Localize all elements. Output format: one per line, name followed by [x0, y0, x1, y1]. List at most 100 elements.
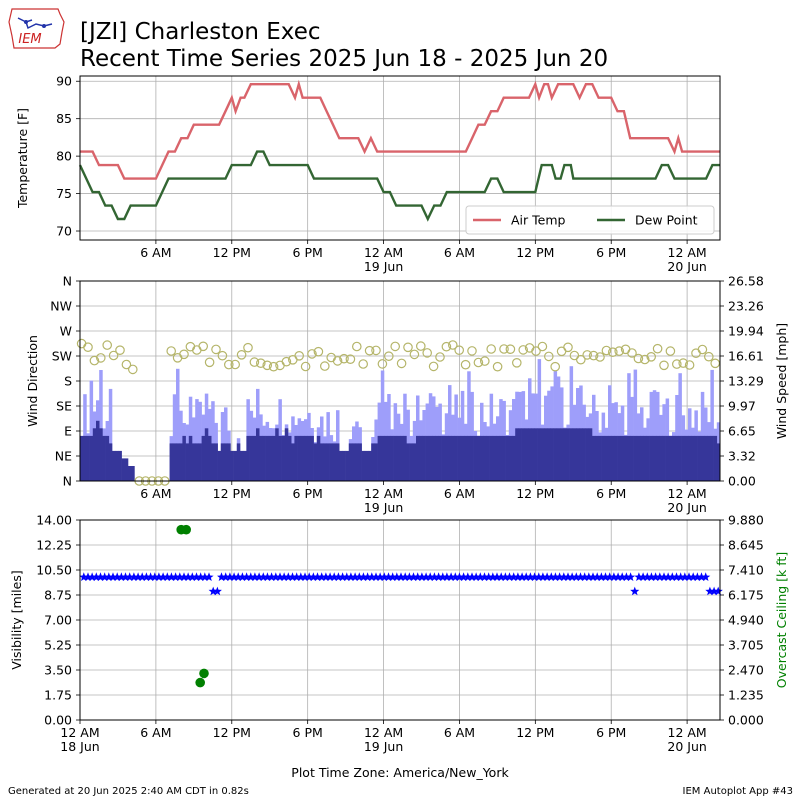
wind-speed-bar [358, 443, 362, 481]
visibility-marker [379, 572, 389, 581]
visibility-marker [371, 572, 381, 581]
wind-speed-bar [432, 435, 436, 481]
wind-direction-marker [473, 357, 484, 368]
wind-speed-bar [128, 466, 132, 481]
wind-speed-bar [272, 435, 276, 481]
visibility-marker [329, 572, 339, 581]
visibility-marker [701, 572, 711, 581]
wind-speed-bar [204, 428, 209, 481]
wind-speed-bar [371, 443, 375, 481]
wind-dir-tick-label: N [63, 274, 72, 289]
wind-direction-marker [243, 342, 253, 353]
wind-speed-bar [208, 435, 212, 481]
visibility-marker [434, 572, 444, 581]
visibility-marker [592, 572, 602, 581]
wind-speed-bar [627, 435, 631, 481]
wind-speed-bar [611, 435, 615, 481]
wind-speed-bar [387, 435, 391, 481]
visibility-marker [191, 572, 202, 581]
wind-speed-bar [342, 450, 346, 481]
visibility-marker [375, 572, 385, 581]
visibility-marker [217, 572, 227, 581]
visibility-marker [254, 572, 264, 581]
visibility-marker [454, 572, 464, 581]
wind-speed-tick-label: 3.32 [728, 449, 756, 464]
visibility-marker [667, 572, 677, 581]
visibility-marker [676, 572, 686, 581]
wind-gust-bar [176, 368, 180, 481]
wind-gust-bar [652, 390, 657, 481]
ceiling-tick-label: 2.470 [728, 663, 764, 678]
visibility-marker [688, 572, 698, 581]
wind-speed-bar [364, 450, 369, 481]
wind-speed-bar [521, 428, 526, 481]
wind-direction-marker [262, 360, 272, 371]
wind-speed-bar [121, 458, 126, 481]
x-tick-label: 12 AM [668, 725, 707, 740]
wind-speed-bar [300, 435, 305, 481]
x-tick-label: 6 AM [444, 486, 475, 501]
wind-speed-bar [704, 435, 708, 481]
wind-speed-bar [569, 428, 574, 481]
wind-speed-bar [608, 435, 612, 481]
wind-dir-axis-label: Wind Direction [25, 335, 40, 427]
wind-speed-bar [172, 443, 177, 481]
wind-speed-bar [448, 435, 452, 481]
wind-speed-bar [464, 435, 468, 481]
wind-speed-bar [393, 435, 398, 481]
wind-speed-bar [486, 435, 490, 481]
wind-direction-marker [102, 340, 112, 350]
wind-speed-bar [115, 450, 119, 481]
wind-speed-bar [220, 443, 225, 481]
visibility-marker [692, 572, 702, 581]
visibility-marker [233, 572, 243, 581]
wind-speed-bar [620, 435, 625, 481]
visibility-marker [659, 572, 669, 581]
wind-direction-marker [166, 346, 176, 356]
x-tick-label: 12 PM [516, 725, 554, 740]
visibility-marker [584, 572, 594, 581]
wind-speed-bar [355, 443, 359, 481]
wind-speed-bar [505, 435, 510, 481]
visibility-marker [475, 572, 485, 581]
wind-direction-marker [313, 346, 324, 357]
wind-direction-marker [601, 345, 612, 356]
visibility-marker [605, 572, 615, 581]
wind-direction-marker [499, 344, 509, 354]
wind-speed-bar [425, 435, 430, 481]
weather-dot-icon [42, 24, 46, 28]
wind-speed-bar [633, 435, 638, 481]
visibility-marker [567, 572, 577, 581]
visibility-marker [409, 572, 419, 581]
wind-dir-tick-label: S [64, 374, 72, 389]
temp-y-tick-label: 70 [56, 224, 72, 239]
wind-direction-marker [294, 350, 304, 361]
visibility-marker [363, 572, 373, 581]
wind-direction-marker [204, 357, 215, 368]
visibility-marker [250, 572, 260, 581]
visibility-marker [488, 572, 498, 581]
visibility-marker [521, 572, 531, 581]
wind-speed-bar [582, 428, 586, 481]
wind-speed-bar [124, 458, 129, 481]
visibility-marker [588, 572, 598, 581]
logo-text: IEM [18, 32, 41, 47]
wind-speed-bar [659, 435, 663, 481]
visibility-marker [383, 572, 394, 581]
visibility-marker [555, 572, 565, 581]
wind-direction-marker [172, 352, 183, 363]
chart-title-line1: [JZI] Charleston Exec [80, 19, 321, 45]
wind-speed-bar [230, 450, 234, 481]
wind-speed-bar [182, 435, 186, 481]
visibility-marker [154, 572, 164, 581]
chart-title-line2: Recent Time Series 2025 Jun 18 - 2025 Ju… [80, 46, 608, 72]
visibility-marker [646, 572, 656, 581]
visibility-marker [187, 572, 197, 581]
wind-gust-bar [198, 401, 202, 481]
wind-speed-bar [518, 428, 522, 481]
visibility-marker [417, 572, 427, 581]
wind-direction-marker [652, 343, 663, 354]
visibility-tick-label: 0.00 [44, 713, 72, 728]
wind-direction-marker [230, 359, 240, 370]
wind-speed-bar [649, 435, 654, 481]
